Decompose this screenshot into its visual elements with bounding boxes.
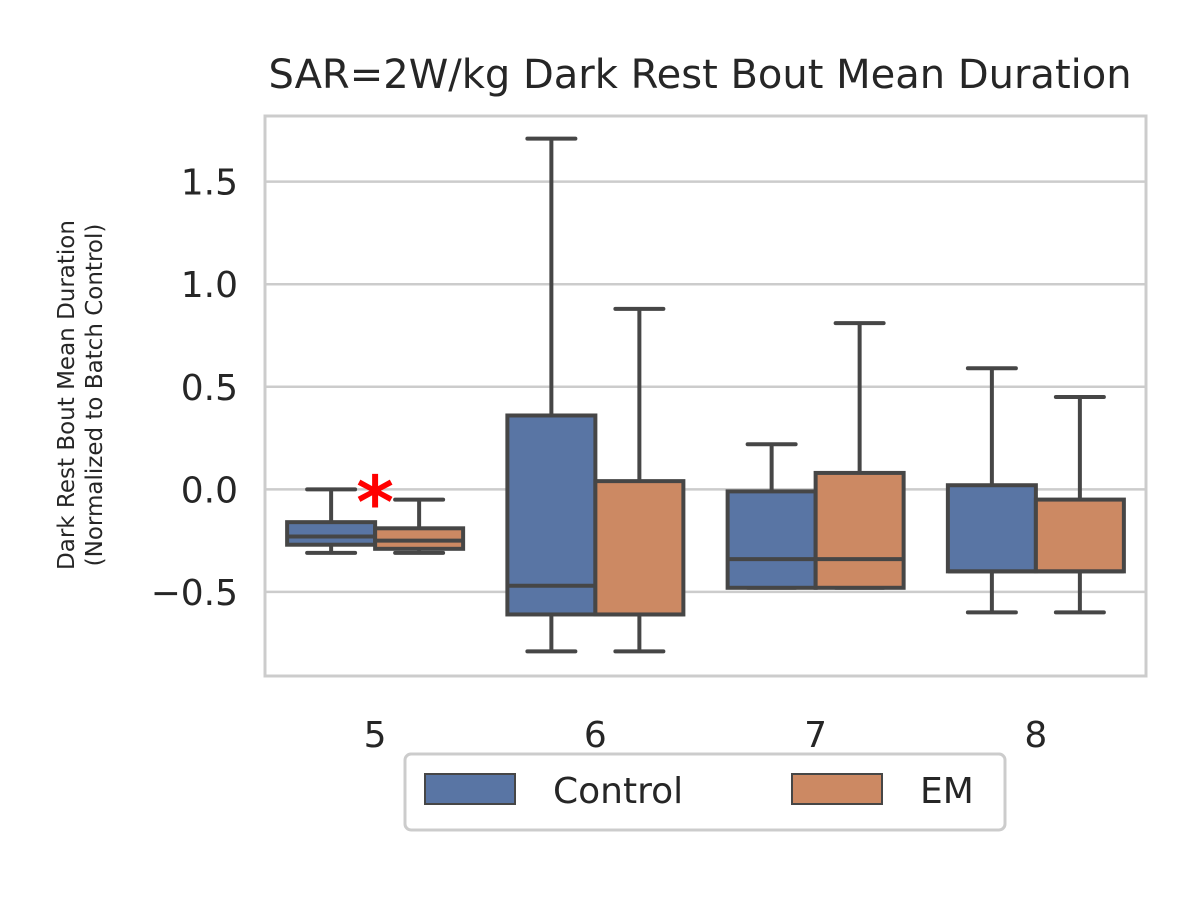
- y-tick-label: 0.0: [181, 470, 238, 511]
- box-em-7: [813, 321, 906, 590]
- box-em-5: [373, 497, 466, 555]
- y-tick-labels: −0.5 0.0 0.5 1.0 1.5: [151, 163, 238, 614]
- x-tick-label: 5: [364, 715, 387, 756]
- y-axis-label-line2: (Normalized to Batch Control): [82, 224, 108, 567]
- significance-asterisk: *: [356, 460, 394, 544]
- x-tick-labels: 5 6 7 8: [364, 715, 1048, 756]
- x-tick-label: 8: [1024, 715, 1047, 756]
- y-tick-label: −0.5: [151, 573, 238, 614]
- box-iqr: [373, 526, 466, 551]
- x-tick-label: 7: [804, 715, 827, 756]
- plot-frame: [263, 114, 1148, 678]
- box-iqr: [813, 470, 906, 590]
- legend-label-em: EM: [920, 771, 974, 812]
- box-control-8: [945, 366, 1038, 615]
- y-tick-label: 1.5: [181, 163, 238, 204]
- legend-label-control: Control: [553, 771, 683, 812]
- box-em-6: [593, 306, 686, 654]
- box-control-6: [505, 136, 598, 654]
- legend-swatch-control: [424, 773, 516, 805]
- box-iqr: [725, 489, 818, 590]
- box-iqr: [945, 483, 1038, 574]
- legend: Control EM: [403, 752, 1007, 832]
- box-iqr: [593, 479, 686, 617]
- box-iqr: [1033, 497, 1126, 574]
- y-tick-label: 0.5: [181, 368, 238, 409]
- y-axis-label-line1: Dark Rest Bout Mean Duration: [54, 220, 80, 570]
- chart-title: SAR=2W/kg Dark Rest Bout Mean Duration: [268, 52, 1131, 98]
- box-control-7: [725, 442, 818, 590]
- x-tick-label: 6: [584, 715, 607, 756]
- box-plot-series: [285, 136, 1126, 654]
- y-tick-label: 1.0: [181, 265, 238, 306]
- box-iqr: [505, 413, 598, 617]
- annotations: *: [356, 460, 394, 544]
- box-em-8: [1033, 395, 1126, 615]
- legend-swatch-em: [791, 773, 883, 805]
